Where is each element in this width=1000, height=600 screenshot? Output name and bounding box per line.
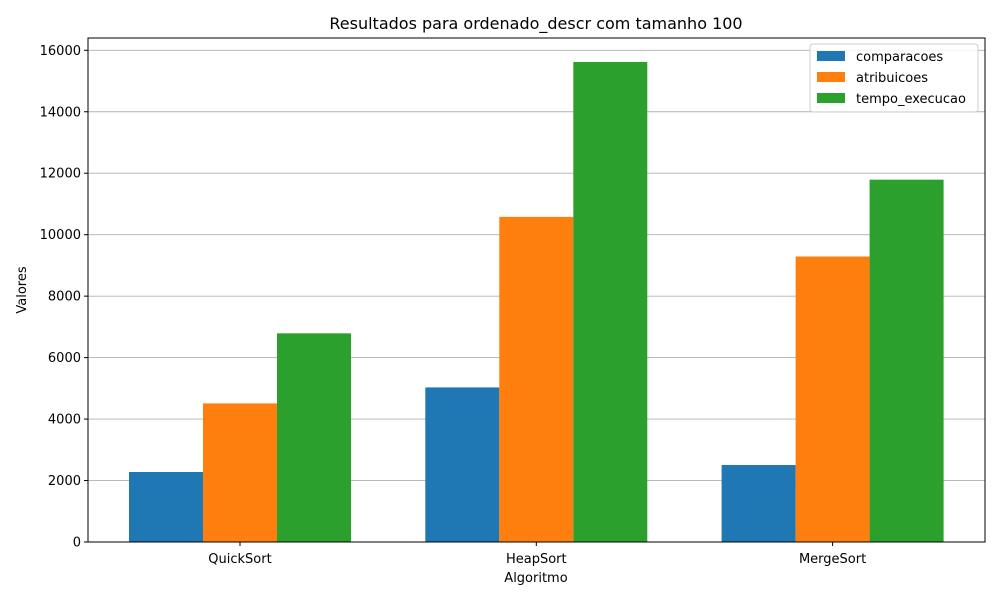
legend: comparacoes atribuicoes tempo_execucao (809, 43, 979, 113)
legend-swatch-atribuicoes (817, 72, 845, 82)
y-tick-label: 14000 (40, 105, 81, 120)
bar-atribuicoes-HeapSort (499, 216, 574, 543)
y-tick-label: 6000 (48, 351, 81, 366)
y-tick-label: 8000 (48, 290, 81, 305)
y-tick-label: 16000 (40, 44, 81, 59)
y-tick-label: 10000 (40, 228, 81, 243)
bar-tempo_execucao-HeapSort (573, 61, 648, 542)
bar-comparacoes-MergeSort (721, 465, 796, 542)
x-axis-ticks: QuickSort HeapSort MergeSort (208, 542, 866, 567)
bar-comparacoes-HeapSort (425, 387, 500, 542)
legend-label-atribuicoes: atribuicoes (856, 71, 928, 86)
y-axis-label: Valores (15, 266, 30, 313)
legend-swatch-comparacoes (817, 51, 845, 61)
y-tick-label: 4000 (48, 413, 81, 428)
bar-atribuicoes-MergeSort (795, 256, 870, 542)
bar-tempo_execucao-QuickSort (277, 333, 351, 542)
bar-atribuicoes-QuickSort (203, 403, 277, 542)
y-tick-label: 12000 (40, 167, 81, 182)
bar-tempo_execucao-MergeSort (869, 179, 944, 543)
legend-swatch-tempo_execucao (817, 93, 845, 103)
legend-label-comparacoes: comparacoes (856, 50, 943, 65)
y-tick-label: 0 (73, 536, 81, 551)
legend-box (809, 43, 979, 113)
bar-comparacoes-QuickSort (129, 471, 203, 542)
y-axis-ticks: 0 2000 4000 6000 8000 10000 12000 14000 16000 (40, 44, 88, 551)
y-tick-label: 2000 (48, 474, 81, 489)
x-axis-label: Algoritmo (504, 571, 567, 586)
x-tick-label: QuickSort (208, 552, 271, 567)
x-tick-label: HeapSort (506, 552, 567, 567)
bars (129, 61, 944, 543)
x-tick-label: MergeSort (799, 552, 866, 567)
chart-title: Resultados para ordenado_descr com taman… (329, 14, 742, 34)
legend-label-tempo_execucao: tempo_execucao (856, 92, 966, 107)
